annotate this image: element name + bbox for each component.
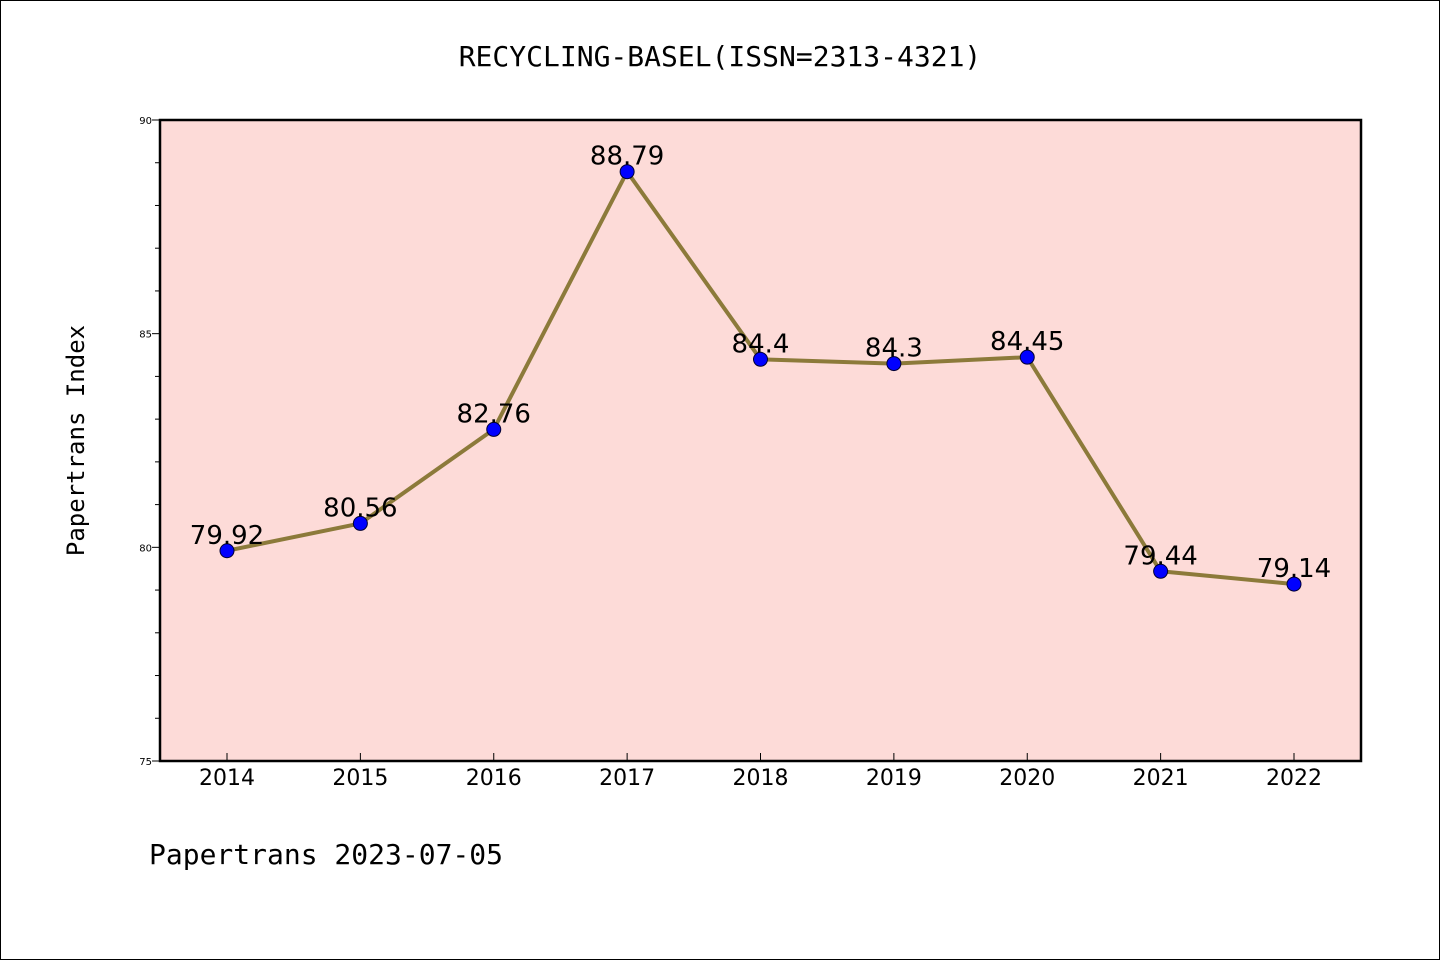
x-tick-label: 2016 <box>466 766 522 791</box>
plot-area <box>160 120 1361 761</box>
data-point-label: 80.56 <box>323 493 397 523</box>
data-point-marker <box>753 351 768 367</box>
y-tick-label: 75 <box>139 757 152 768</box>
x-tick-label: 2020 <box>999 766 1055 791</box>
x-tick-label: 2015 <box>332 766 388 791</box>
y-tick-label: 80 <box>139 543 152 554</box>
y-tick-label: 85 <box>139 330 152 341</box>
x-tick-label: 2018 <box>733 766 789 791</box>
x-axis-ticks: 2014 2015 2016 2017 2018 2019 2020 2021 2022 <box>199 753 1322 791</box>
x-tick-label: 2021 <box>1133 766 1189 791</box>
data-point-label: 79.14 <box>1257 554 1331 584</box>
data-point-label: 84.45 <box>990 327 1064 357</box>
data-point-marker <box>619 164 635 180</box>
data-point-marker <box>352 515 368 531</box>
data-point-label: 79.92 <box>190 521 264 551</box>
plot-border <box>158 118 1363 763</box>
data-point-marker <box>886 356 902 372</box>
y-tick-label: 90 <box>139 116 152 127</box>
y-axis-ticks: 75 80 85 90 <box>139 116 160 768</box>
data-labels: 79.92 80.56 82.76 88.79 84.4 84.3 84.45 79.44 79… <box>190 142 1331 584</box>
data-point-marker <box>1286 576 1302 592</box>
footer-text: Papertrans 2023-07-05 <box>149 838 503 871</box>
series-markers <box>219 164 1302 592</box>
y-axis-label: Papertrans Index <box>62 325 90 556</box>
data-point-label: 82.76 <box>457 399 531 429</box>
x-tick-label: 2019 <box>866 766 922 791</box>
data-point-label: 84.3 <box>865 334 923 364</box>
data-point-label: 88.79 <box>590 142 664 172</box>
data-point-label: 84.4 <box>732 329 790 359</box>
chart-title: RECYCLING-BASEL(ISSN=2313-4321) <box>459 40 982 73</box>
data-point-marker <box>1019 349 1035 365</box>
x-tick-label: 2017 <box>599 766 655 791</box>
data-point-marker <box>1153 563 1169 579</box>
data-point-marker <box>219 543 235 559</box>
x-tick-label: 2014 <box>199 766 255 791</box>
data-point-label: 79.44 <box>1123 541 1197 571</box>
x-tick-label: 2022 <box>1266 766 1322 791</box>
data-point-marker <box>486 421 502 437</box>
